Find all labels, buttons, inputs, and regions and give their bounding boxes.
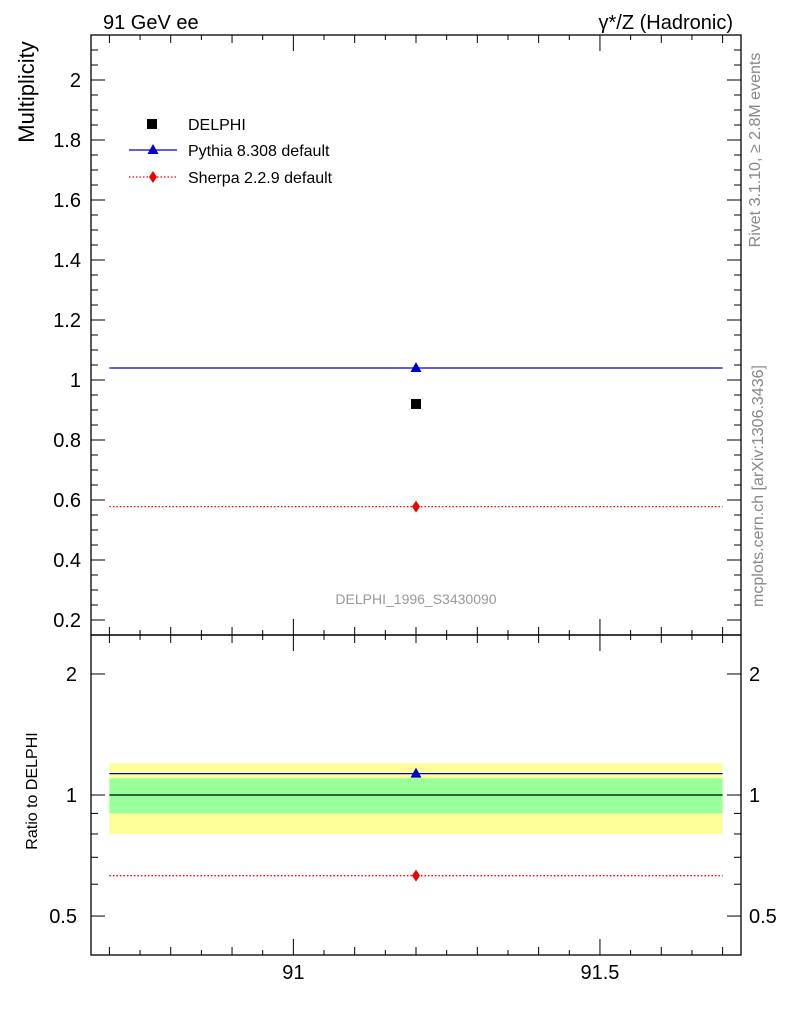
- ratio-sherpa-point: [412, 869, 420, 882]
- main-ytick-label: 1.2: [53, 310, 81, 332]
- main-ytick-label: 0.8: [53, 430, 81, 452]
- mcplots-label: mcplots.cern.ch [arXiv:1306.3436]: [750, 365, 767, 607]
- ratio-ytick-label-left: 1: [66, 785, 77, 807]
- main-pythia-point: [410, 362, 422, 372]
- ratio-ytick-label-right: 2: [749, 664, 760, 686]
- main-ytick-label: 1.8: [53, 130, 81, 152]
- header-left: 91 GeV ee: [103, 12, 199, 34]
- analysis-watermark: DELPHI_1996_S3430090: [335, 591, 496, 607]
- ratio-pythia-point: [410, 767, 422, 778]
- main-sherpa-point: [412, 500, 420, 513]
- legend-data-label: DELPHI: [188, 117, 246, 134]
- legend-sherpa-marker: [149, 171, 157, 183]
- legend-data-marker: [147, 119, 157, 129]
- main-ytick-label: 0.2: [53, 610, 81, 632]
- main-ytick-label: 1.6: [53, 190, 81, 212]
- rivet-label: Rivet 3.1.10, ≥ 2.8M events: [747, 53, 764, 248]
- main-data-point: [411, 399, 421, 409]
- ratio-ylabel: Ratio to DELPHI: [24, 732, 41, 849]
- legend: DELPHI Pythia 8.308 default Sherpa 2.2.9…: [129, 117, 333, 187]
- main-ytick-label: 1.4: [53, 250, 81, 272]
- legend-pythia-marker: [147, 144, 159, 154]
- ratio-xtick-label: 91.5: [580, 962, 619, 984]
- main-ylabel: Multiplicity: [14, 41, 39, 142]
- main-ytick-label: 0.6: [53, 490, 81, 512]
- legend-pythia-label: Pythia 8.308 default: [188, 143, 330, 160]
- ratio-xtick-label: 91: [282, 962, 304, 984]
- main-ytick-label: 2: [70, 70, 81, 92]
- legend-sherpa-label: Sherpa 2.2.9 default: [188, 170, 333, 187]
- ratio-ytick-label-left: 0.5: [49, 906, 77, 928]
- ratio-ytick-label-left: 2: [66, 664, 77, 686]
- ratio-ytick-label-right: 1: [749, 785, 760, 807]
- ratio-band-inner: [109, 778, 723, 814]
- main-ytick-label: 0.4: [53, 550, 81, 572]
- main-ytick-label: 1: [70, 370, 81, 392]
- header-right: γ*/Z (Hadronic): [599, 12, 733, 34]
- ratio-ytick-label-right: 0.5: [749, 906, 777, 928]
